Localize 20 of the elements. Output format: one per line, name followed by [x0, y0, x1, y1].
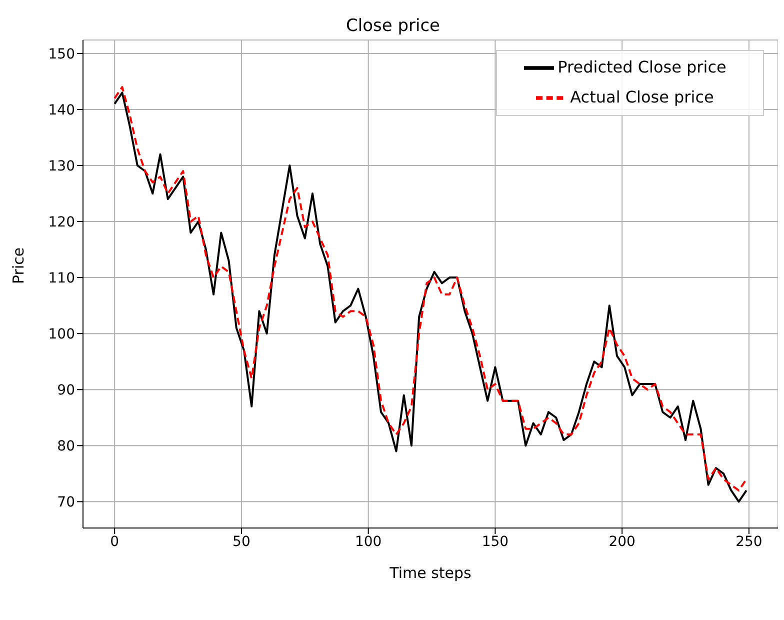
y-tick-label: 120	[48, 214, 75, 230]
x-tick-label: 100	[354, 534, 382, 550]
x-tick-label: 250	[736, 534, 762, 550]
legend-label: Predicted Close price	[558, 57, 726, 76]
y-tick-label: 80	[57, 438, 75, 455]
y-tick-label: 140	[48, 102, 75, 118]
y-tick-label: 150	[48, 46, 75, 62]
chart-title: Close price	[344, 16, 442, 36]
x-tick-label: 200	[608, 534, 636, 550]
x-tick-label: 50	[232, 534, 250, 550]
y-axis-title: Price	[9, 247, 28, 284]
x-tick-label: 0	[110, 534, 120, 550]
legend-label: Actual Close price	[570, 87, 714, 106]
y-tick-label: 130	[48, 158, 75, 174]
y-tick-label: 110	[48, 270, 75, 287]
y-tick-label: 90	[57, 382, 75, 399]
x-axis-title: Time steps	[388, 564, 472, 582]
y-tick-label: 100	[48, 326, 75, 343]
x-tick-label: 150	[482, 534, 509, 550]
y-tick-label: 70	[57, 494, 75, 511]
